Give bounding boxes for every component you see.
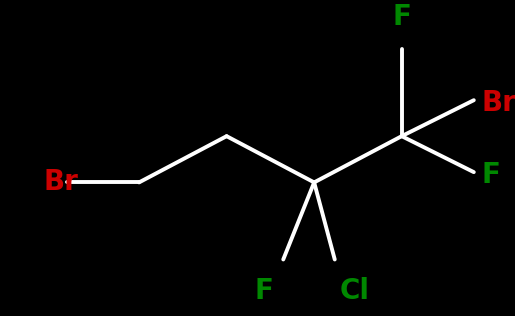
Text: Br: Br <box>482 89 515 117</box>
Text: F: F <box>392 3 411 31</box>
Text: Cl: Cl <box>340 277 370 306</box>
Text: F: F <box>254 277 273 306</box>
Text: F: F <box>482 161 501 189</box>
Text: Br: Br <box>44 168 79 197</box>
